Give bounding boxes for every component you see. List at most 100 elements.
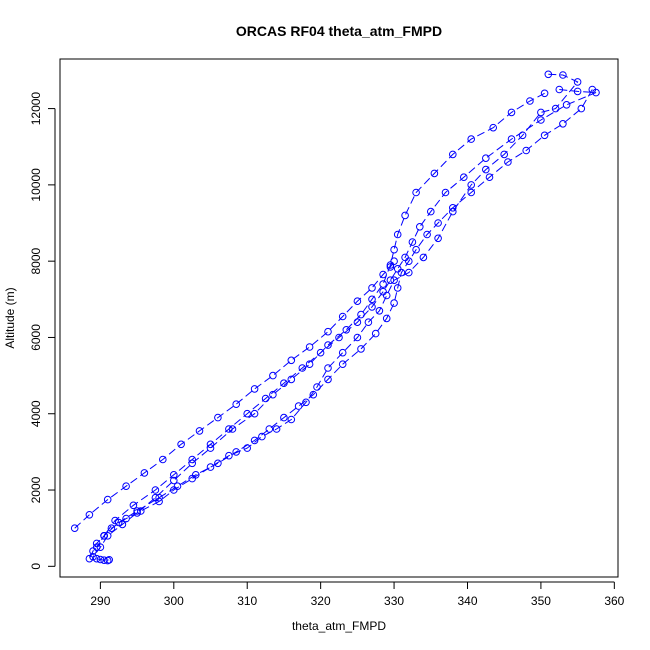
data-point (379, 287, 387, 296)
x-tick-label: 340 (457, 594, 477, 608)
series-line (88, 73, 579, 559)
data-point (482, 165, 490, 174)
data-point (107, 524, 116, 533)
data-point (100, 556, 108, 565)
data-point (287, 415, 296, 424)
data-point (449, 204, 457, 212)
data-point (324, 327, 332, 336)
data-point (225, 425, 233, 433)
data-point (140, 469, 149, 477)
data-point (96, 555, 105, 564)
data-point (206, 463, 215, 471)
data-point (434, 234, 442, 243)
data-point (371, 329, 380, 338)
data-point (129, 501, 138, 510)
data-point (70, 524, 79, 533)
data-point (507, 108, 516, 117)
data-point (287, 356, 296, 365)
data-point (92, 554, 101, 563)
data-point (357, 345, 365, 353)
data-point (467, 181, 476, 189)
data-point (382, 314, 391, 323)
data-point (573, 78, 582, 86)
data-point (232, 448, 240, 456)
series-line (96, 89, 593, 548)
data-point (280, 413, 288, 422)
data-point (412, 245, 420, 254)
data-point (427, 207, 435, 216)
data-point (170, 471, 178, 479)
data-point (309, 390, 318, 399)
x-tick-label: 310 (237, 594, 257, 608)
data-point (335, 333, 343, 342)
data-point (151, 493, 160, 502)
data-point (573, 87, 582, 96)
data-point (393, 230, 402, 239)
data-point (460, 173, 468, 181)
data-point (551, 104, 560, 113)
data-point (103, 556, 112, 565)
data-point (485, 173, 494, 181)
data-point (92, 543, 101, 552)
data-point (423, 230, 431, 239)
y-tick-label: 0 (29, 563, 43, 570)
data-point (338, 348, 347, 357)
data-point (544, 70, 553, 79)
data-point (122, 482, 130, 491)
y-tick-label: 6000 (29, 324, 43, 351)
data-point (170, 476, 178, 485)
series-line (103, 89, 597, 537)
data-point (342, 326, 351, 334)
data-point (177, 440, 185, 449)
data-point (507, 135, 516, 143)
data-point (305, 360, 314, 369)
data-point (192, 471, 200, 479)
data-point (225, 451, 233, 460)
data-point (522, 146, 531, 155)
x-tick-label: 330 (384, 594, 404, 608)
data-point (287, 375, 296, 384)
data-point (375, 307, 384, 315)
data-point (540, 89, 549, 98)
x-tick-label: 360 (604, 594, 624, 608)
series-layer (70, 70, 600, 565)
x-tick-label: 350 (531, 594, 551, 608)
data-point (294, 402, 303, 410)
data-point (105, 556, 113, 564)
data-point (379, 280, 387, 288)
data-point (482, 154, 490, 162)
data-point (261, 394, 270, 403)
data-point (467, 188, 476, 197)
data-point (434, 219, 442, 227)
y-tick-label: 8000 (29, 247, 43, 274)
data-point (368, 303, 376, 311)
data-point (559, 120, 567, 128)
data-point (265, 425, 274, 433)
data-point (269, 371, 277, 380)
data-point (188, 455, 196, 464)
data-point (416, 223, 424, 231)
y-tick-label: 2000 (29, 476, 43, 503)
data-point (338, 360, 347, 369)
data-point (243, 409, 251, 418)
data-point (489, 123, 498, 132)
data-point (133, 507, 141, 515)
data-point (449, 207, 457, 216)
data-point (441, 188, 450, 197)
data-point (114, 518, 123, 527)
data-point (214, 413, 222, 422)
data-point (272, 425, 281, 433)
y-tick-label: 12000 (29, 92, 43, 126)
data-point (250, 409, 259, 418)
data-point (555, 85, 564, 94)
data-point (379, 270, 387, 279)
series-line (74, 260, 395, 529)
data-point (324, 341, 332, 349)
data-point (353, 333, 362, 342)
data-point (250, 385, 259, 393)
data-point (232, 400, 240, 409)
data-point (118, 520, 127, 529)
data-point (449, 150, 457, 159)
chart-title: ORCAS RF04 theta_atm_FMPD (236, 23, 442, 39)
data-point (89, 553, 97, 561)
